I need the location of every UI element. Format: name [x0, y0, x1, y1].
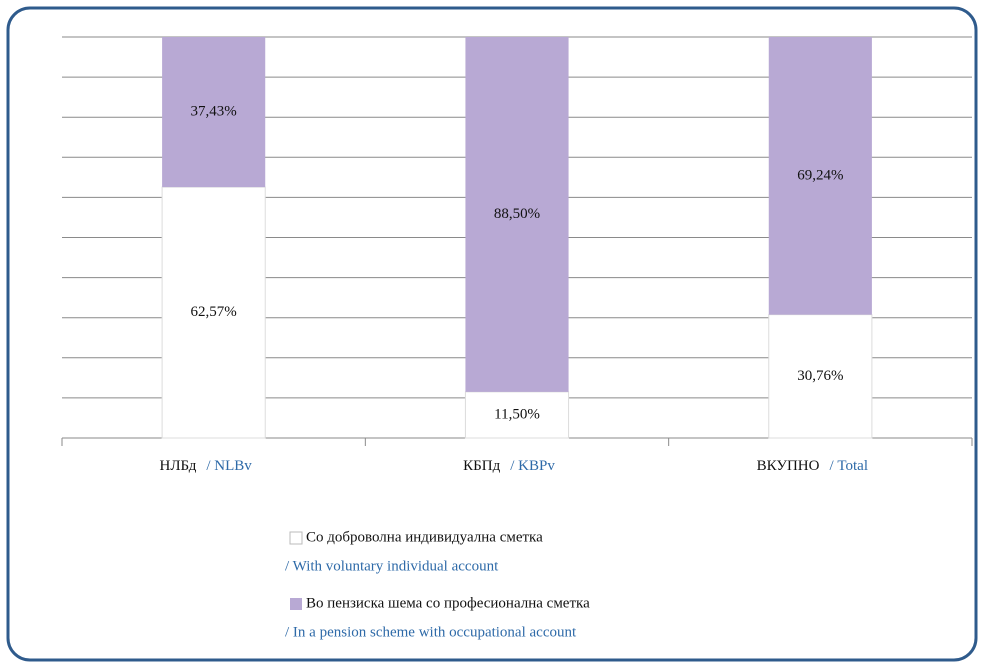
data-label: 69,24% [797, 167, 843, 183]
legend-swatch [290, 598, 302, 610]
legend-label: Во пензиска шема со професионална сметка [306, 595, 590, 611]
x-tick-label: НЛБд / NLBv [160, 458, 253, 474]
x-tick-label: ВКУПНО / Total [757, 458, 868, 474]
bar-segment [162, 37, 266, 188]
x-tick-label: КБПд / KBPv [463, 458, 555, 474]
bar-segment [768, 314, 873, 439]
legend-label: Со доброволна индивидуална сметка [306, 529, 543, 545]
data-label: 88,50% [494, 206, 540, 222]
data-label: 30,76% [797, 368, 843, 384]
data-label: 37,43% [191, 103, 237, 119]
category-name: НЛБд [160, 458, 197, 474]
bar-segment [768, 37, 872, 315]
data-label: 62,57% [191, 304, 237, 320]
data-label: 11,50% [494, 406, 540, 422]
category-name: КБПд [463, 458, 500, 474]
legend-swatch [289, 531, 303, 545]
legend-translation: / With voluntary individual account [285, 558, 499, 574]
category-translation: / NLBv [206, 458, 252, 474]
legend-translation: / In a pension scheme with occupational … [285, 624, 577, 640]
category-name: ВКУПНО [757, 458, 820, 474]
bar-segment [464, 391, 570, 439]
category-translation: / Total [829, 458, 868, 474]
bar-segment [465, 37, 569, 392]
category-translation: / KBPv [510, 458, 555, 474]
